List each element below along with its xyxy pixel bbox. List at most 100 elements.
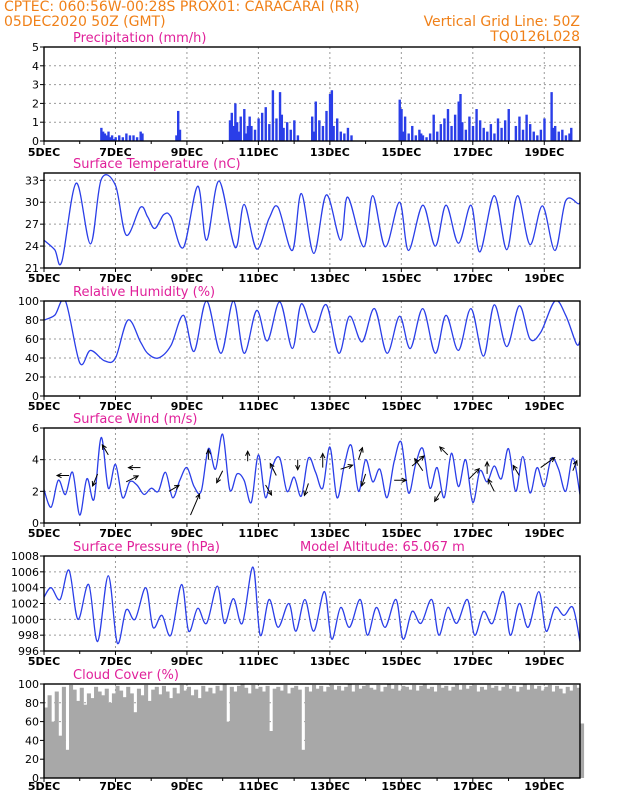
y-tick-label: 1000 <box>11 613 39 626</box>
precip-bar <box>553 125 557 141</box>
cloud-bar <box>136 688 141 778</box>
precip-bar <box>403 116 407 141</box>
precip-bar <box>500 127 503 141</box>
wind-vector-head <box>127 464 134 471</box>
wind-vector-head <box>174 484 181 490</box>
x-tick-label: 11DEC <box>238 527 278 540</box>
wind-vector-head <box>133 475 140 481</box>
precip-bar <box>552 127 555 141</box>
precip-bar <box>486 131 489 141</box>
wind-vector-head <box>419 455 425 461</box>
cloud-bar <box>47 695 52 778</box>
precip-bar <box>568 133 571 141</box>
x-tick-label: 5DEC <box>28 400 60 413</box>
precip-bar <box>246 125 250 141</box>
cloud-bar <box>372 689 377 778</box>
precip-bar <box>289 129 292 141</box>
precip-bar <box>482 127 485 141</box>
precip-bar <box>114 137 117 141</box>
precip-bar <box>232 125 235 141</box>
header-grid-note: Vertical Grid Line: 50Z <box>423 14 580 30</box>
wind-vector <box>357 447 363 460</box>
precip-bar <box>557 131 560 141</box>
precip-bar <box>268 124 271 141</box>
x-tick-label: 7DEC <box>99 780 131 793</box>
x-tick-label: 11DEC <box>238 655 278 668</box>
cloud-bar <box>451 686 456 778</box>
precip-bar <box>550 92 553 141</box>
precip-bar <box>118 135 121 141</box>
wind-vector-head <box>414 457 420 464</box>
cloud-bar <box>126 686 131 778</box>
precip-bar <box>135 137 139 141</box>
cloud-bar <box>533 688 538 778</box>
wind-vector <box>468 468 480 480</box>
temperature-frame <box>43 172 581 269</box>
cloud-bar <box>158 694 163 778</box>
wind-vector <box>434 491 442 502</box>
precip-bar <box>400 109 403 141</box>
wind-frame <box>43 427 581 524</box>
precip-bar <box>489 124 493 141</box>
wind-vector <box>269 463 277 476</box>
precip-bar <box>234 103 237 141</box>
precip-bar <box>141 133 144 141</box>
precip-bar <box>244 133 248 141</box>
y-tick-label: 1008 <box>11 550 39 563</box>
cloud-bar <box>565 686 570 778</box>
precip-bar <box>248 116 251 141</box>
cloud-bar <box>487 684 492 778</box>
y-tick-label: 998 <box>18 629 39 642</box>
y-tick-label: 21 <box>25 262 39 275</box>
cloud-bar <box>72 689 77 778</box>
wind-vector-head <box>358 446 364 453</box>
cloud-bar <box>415 690 420 778</box>
precip-bar <box>419 133 423 141</box>
wind-vector <box>414 458 424 472</box>
cloud-bar <box>465 688 470 778</box>
cloud-bar <box>197 698 202 778</box>
panel-pressure: 996 998 1000 1002 1004 1006 1008 5DEC 7DEC 9DEC 11… <box>11 540 581 668</box>
cloud-cover-frame <box>43 683 581 779</box>
cloud-bar <box>547 684 552 778</box>
precip-bar <box>275 118 278 141</box>
cloud-bar <box>329 684 334 778</box>
precip-bar <box>539 129 543 141</box>
y-tick-label: 5 <box>32 41 39 54</box>
cloud-bar <box>580 723 585 778</box>
precip-bar <box>103 133 107 141</box>
cloud-bar <box>154 686 159 778</box>
cloud-bar <box>562 693 567 778</box>
precip-bar <box>350 135 353 141</box>
cloud-bar <box>447 690 452 778</box>
cloud-bar <box>540 690 545 778</box>
cloud-bar <box>265 685 270 778</box>
precip-bar <box>296 135 300 141</box>
cloud-bar <box>508 688 513 778</box>
precip-bar <box>243 109 246 141</box>
cloud-bar <box>512 685 517 778</box>
x-tick-label: 9DEC <box>171 146 203 159</box>
precip-bar <box>570 127 573 141</box>
cloud-bar <box>483 689 488 778</box>
precip-bar <box>101 131 105 141</box>
precip-bar <box>314 101 317 141</box>
precip-bar <box>536 135 539 141</box>
cloud-bar <box>404 686 409 778</box>
humidity-title: Relative Humidity (%) <box>73 285 215 300</box>
cloud-bar <box>172 687 177 778</box>
precip-bar <box>177 110 180 141</box>
precip-bar <box>257 118 260 141</box>
wind-series-line <box>44 433 580 516</box>
cloud-bar <box>387 684 392 778</box>
wind-vector <box>168 484 180 492</box>
cloud-bar <box>186 686 192 778</box>
wind-vector-head <box>474 467 481 474</box>
y-tick-label: 1006 <box>11 566 39 579</box>
cloud-bar <box>515 691 520 778</box>
cloud-bar <box>190 695 195 778</box>
cloud-bar <box>537 685 542 778</box>
x-tick-label: 15DEC <box>381 272 421 285</box>
cloud-bar <box>297 689 302 778</box>
precip-bar <box>228 120 232 141</box>
